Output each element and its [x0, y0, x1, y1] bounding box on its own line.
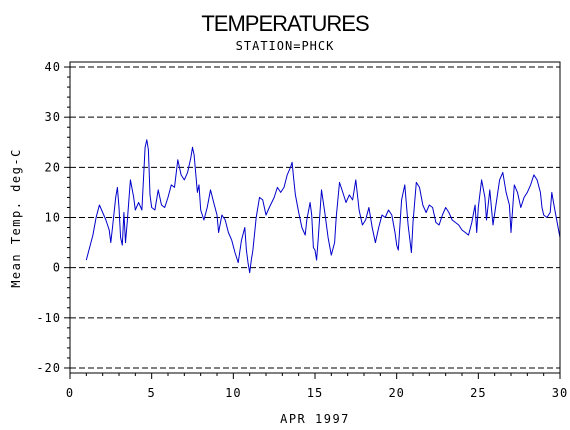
x-tick-label-10: 10 — [225, 386, 241, 400]
y-tick-label--20: -20 — [36, 361, 61, 375]
y-tick-label-40: 40 — [45, 60, 61, 74]
y-tick-label--10: -10 — [36, 311, 61, 325]
x-tick-label-25: 25 — [470, 386, 486, 400]
plot-frame — [69, 61, 561, 374]
x-axis-label: APR 1997 — [280, 412, 350, 426]
x-tick-label-30: 30 — [552, 386, 568, 400]
minor-ticks — [67, 76, 545, 376]
y-tick-label-30: 30 — [45, 110, 61, 124]
y-tick-label-20: 20 — [45, 160, 61, 174]
chart-title: TEMPERATURES — [201, 11, 369, 36]
x-tick-label-5: 5 — [148, 386, 156, 400]
x-tick-label-20: 20 — [388, 386, 404, 400]
series-layer — [85, 139, 561, 274]
y-tick-label-10: 10 — [45, 211, 61, 225]
series-line-0 — [85, 139, 561, 274]
gridlines — [70, 66, 560, 369]
chart-subtitle: STATION=PHCK — [236, 39, 335, 53]
x-tick-label-0: 0 — [66, 386, 74, 400]
x-tick-label-15: 15 — [307, 386, 323, 400]
axis-ticks: -20 -10 0 10 20 30 40 0 5 10 15 20 25 30 — [36, 60, 568, 400]
y-tick-label-0: 0 — [53, 261, 61, 275]
y-axis-label: Mean Temp. deg-C — [9, 148, 23, 288]
